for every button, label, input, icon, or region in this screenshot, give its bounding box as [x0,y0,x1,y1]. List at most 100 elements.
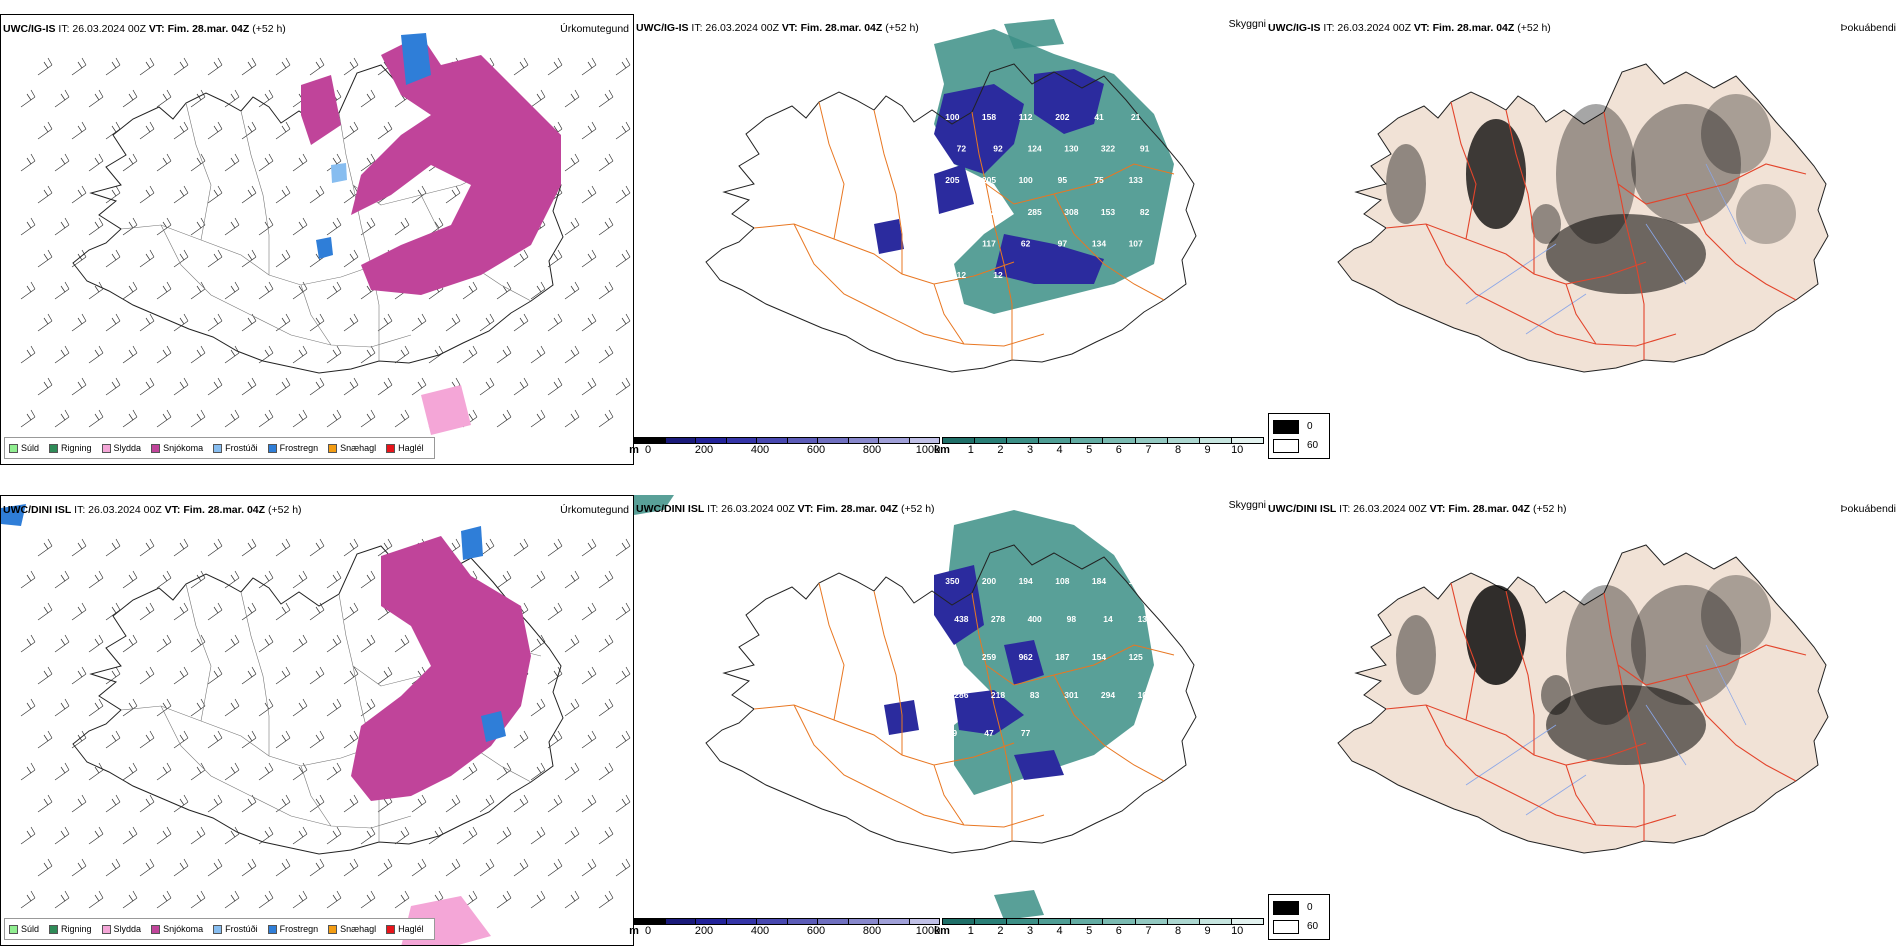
visibility-scale-2: km 1 2 3 4 5 6 7 8 9 10 [934,918,1264,938]
scale-tick-label: 9 [1204,444,1211,456]
scale-tick-label: 6 [1115,444,1122,456]
cloudbase-area [874,69,1104,284]
scale-tick-label: 5 [1086,444,1093,456]
cloudbase-value-label: 205 [982,175,996,185]
legend-item: Frostúði [213,924,258,934]
scale-tick-label: 200 [694,444,714,456]
fog-legend-value: 0 [1307,421,1313,432]
fog-legend-row: 0 [1273,898,1325,917]
cloudbase-value-label: 114 [945,652,959,662]
scale-tick-label: 3 [1026,925,1034,937]
cloudbase-value-label: 41 [1094,112,1104,122]
cloudbase-value-label: 294 [1101,690,1115,700]
legend-swatch [328,443,338,453]
legend-item: Slydda [101,443,142,453]
cloudbase-value-label: 12 [957,270,967,280]
cloudbase-labels: 350 200 194 108 184 176 438 278 400 98 14 130 114 259… [945,576,1152,738]
legend-swatch [386,443,396,453]
scale-tick-label: 8 [1174,925,1182,937]
cloudbase-value-label: 12 [993,270,1003,280]
fog-legend-row: 60 [1273,436,1325,455]
scale-tick-label: 9 [1204,925,1211,937]
legend-swatch [267,924,277,934]
cloudbase-value-label: 89 [948,728,958,738]
cloudbase-value-label: 158 [982,112,996,122]
legend-label: Snjókoma [163,924,204,934]
fog-shading [1396,575,1771,765]
cloudbase-value-label: 72 [957,144,967,154]
fog-legend-value: 60 [1307,921,1319,932]
cloudbase-value-label: 77 [1021,728,1031,738]
legend-label: Frostregn [279,924,319,934]
legend-label: Frostregn [279,443,319,453]
cloudbase-value-label: 286 [954,690,968,700]
scale-tick-label: 600 [806,444,826,456]
legend-label: Slydda [113,443,142,453]
cloudbase-scale-2: m 0 200 400 600 800 1000 [629,918,940,938]
legend-item: Rigning [49,924,92,934]
cloudbase-value-label: 47 [984,728,994,738]
cloud-panel-1: UWC/IG-IS IT: 26.03.2024 00Z VT: Fim. 28… [634,14,1266,465]
fog-legend-swatch [1273,919,1299,934]
legend-item: Haglél [386,443,424,453]
cloud-map: 100 158 112 202 41 21 72 92 124 130 322 91 205 205 100… [705,19,1197,373]
roads [1385,582,1807,841]
legend-swatch [386,924,396,934]
panel-title: UWC/IG-IS IT: 26.03.2024 00Z VT: Fim. 28… [3,23,286,35]
legend-swatch [101,924,111,934]
legend-swatch [49,443,59,453]
cloudbase-value-label: 322 [1101,144,1115,154]
legend-item: Súld [9,443,39,453]
precip-panel-1: UWC/IG-IS IT: 26.03.2024 00Z VT: Fim. 28… [0,14,634,465]
scale-tick-label: 1 [967,444,974,456]
precip-legend: Súld Rigning Slydda Snjókoma Frostúði Frostre… [4,918,435,940]
legend-label: Súld [21,443,40,453]
rivers [1465,163,1747,335]
rivers [1465,644,1747,816]
cloudbase-value-label: 438 [954,614,968,624]
cloudbase-value-label: 134 [1092,239,1106,249]
cloudbase-value-label: 278 [991,614,1005,624]
scale-tick-label: 400 [750,925,770,937]
fog-panel-1: UWC/IG-IS IT: 26.03.2024 00Z VT: Fim. 28… [1266,14,1900,465]
cloudbase-value-label: 82 [1140,207,1150,217]
cloudbase-value-label: 218 [991,690,1005,700]
fog-legend-row: 0 [1273,417,1325,436]
scale-tick-label: 2 [997,444,1004,456]
scale-unit: km [934,444,950,456]
cloudbase-value-label: 98 [1067,614,1077,624]
legend-item: Rigning [49,443,92,453]
panel-type-label: Úrkomutegund [560,504,629,516]
scale-tick-label: 200 [694,925,714,937]
cloudbase-value-label: 308 [1064,207,1078,217]
cloudbase-value-label: 350 [945,576,959,586]
legend-label: Haglél [398,924,424,934]
panel-type-label: Úrkomutegund [560,23,629,35]
snow-area [1,504,531,945]
cloudbase-value-label: 91 [1140,144,1150,154]
fog-shading [1386,94,1796,294]
cloudbase-value-label: 962 [1019,652,1033,662]
scale-tick-label: 5 [1086,925,1093,937]
cloudbase-value-label: 133 [1129,175,1143,185]
panel-type-label: Skyggni [1228,18,1266,30]
iceland-outline [705,63,1197,373]
cloudbase-value-label: 107 [1129,239,1143,249]
cloudbase-value-label: 124 [1028,144,1042,154]
fog-legend-row: 60 [1273,917,1325,936]
scale-tick-label: 3 [1026,444,1034,456]
legend-item: Snjókoma [151,443,203,453]
scale-colorbar [942,918,1264,925]
cloudbase-value-label: 125 [1129,652,1143,662]
cloudbase-value-label: 194 [1019,576,1033,586]
roads [753,101,1175,360]
scale-tick-label: 800 [862,444,882,456]
cloudbase-value-label: 202 [1055,112,1069,122]
legend-swatch [151,443,161,453]
cloudbase-value-label: 100 [1019,175,1033,185]
scale-colorbar [634,918,940,925]
scale-unit: m [629,925,639,937]
panel-title: UWC/IG-IS IT: 26.03.2024 00Z VT: Fim. 28… [1268,22,1551,34]
legend-swatch [213,924,223,934]
panel-title: UWC/IG-IS IT: 26.03.2024 00Z VT: Fim. 28… [636,22,919,34]
